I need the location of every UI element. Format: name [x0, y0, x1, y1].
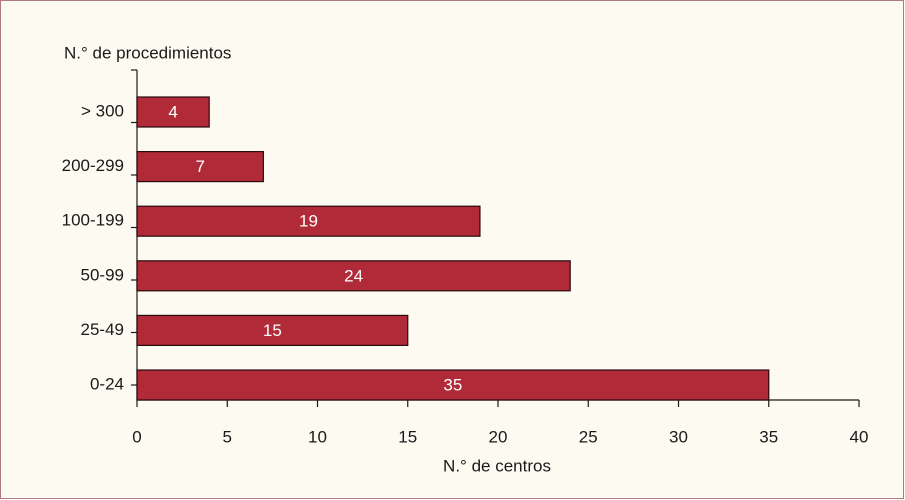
data-label: 7: [195, 157, 204, 176]
bar: [136, 205, 481, 237]
x-tick-label: 5: [223, 427, 232, 446]
x-tick-label: 20: [489, 427, 508, 446]
y-tick-label: 50-99: [81, 265, 124, 284]
bar: [136, 96, 210, 128]
data-label: 24: [344, 266, 363, 285]
bar: [136, 151, 264, 183]
x-tick-label: 10: [308, 427, 327, 446]
y-axis-label: N.° de procedimientos: [64, 43, 231, 62]
data-label: 35: [443, 375, 462, 394]
y-tick-label: 200-299: [62, 156, 124, 175]
x-tick-label: 35: [759, 427, 778, 446]
data-label: 15: [263, 321, 282, 340]
x-axis-label: N.° de centros: [443, 456, 551, 475]
bar: [136, 369, 770, 401]
x-tick-label: 40: [850, 427, 869, 446]
y-tick-label: 0-24: [90, 374, 124, 393]
x-tick-label: 0: [132, 427, 141, 446]
x-tick-label: 30: [669, 427, 688, 446]
bar: [136, 260, 571, 292]
y-tick-label: > 300: [81, 101, 124, 120]
data-label: 19: [299, 212, 318, 231]
data-label: 4: [168, 102, 177, 121]
y-tick-label: 100-199: [62, 211, 124, 230]
bar: [136, 314, 409, 346]
x-tick-label: 25: [579, 427, 598, 446]
x-tick-label: 15: [398, 427, 417, 446]
y-tick-label: 25-49: [81, 320, 124, 339]
